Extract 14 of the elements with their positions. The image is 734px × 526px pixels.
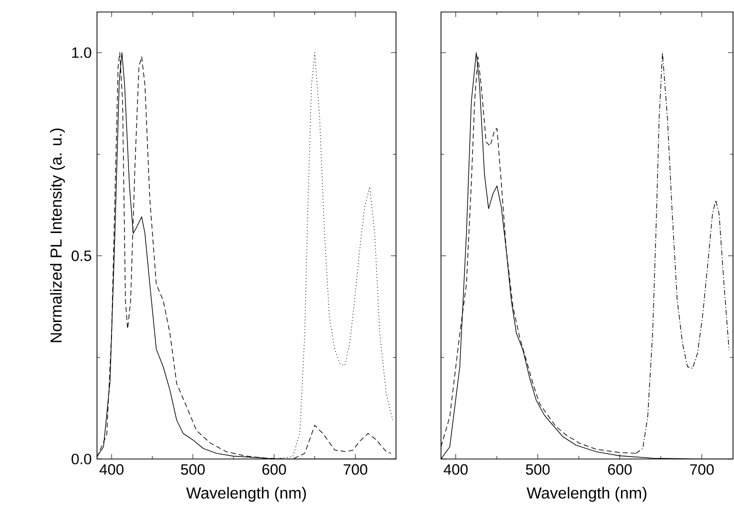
x-tick-label: 600 <box>262 464 286 475</box>
x-tick-label: 400 <box>100 464 124 475</box>
x-tick-label: 500 <box>181 464 205 475</box>
y-tick-label: 1.0 <box>72 47 92 58</box>
x-tick-label: 600 <box>608 464 632 475</box>
x-tick-label: 400 <box>444 464 468 475</box>
x-tick-label: 500 <box>526 464 550 475</box>
x-axis-title: Wavelength (nm) <box>526 486 646 502</box>
x-axis-title: Wavelength (nm) <box>186 486 306 502</box>
y-tick-label: 0.0 <box>72 454 92 464</box>
y-axis-title: Normalized PL Intensity (a. u.) <box>50 128 65 342</box>
x-tick-label: 700 <box>344 464 368 475</box>
x-tick-label: 700 <box>690 464 714 475</box>
y-tick-label: 0.5 <box>72 250 92 262</box>
